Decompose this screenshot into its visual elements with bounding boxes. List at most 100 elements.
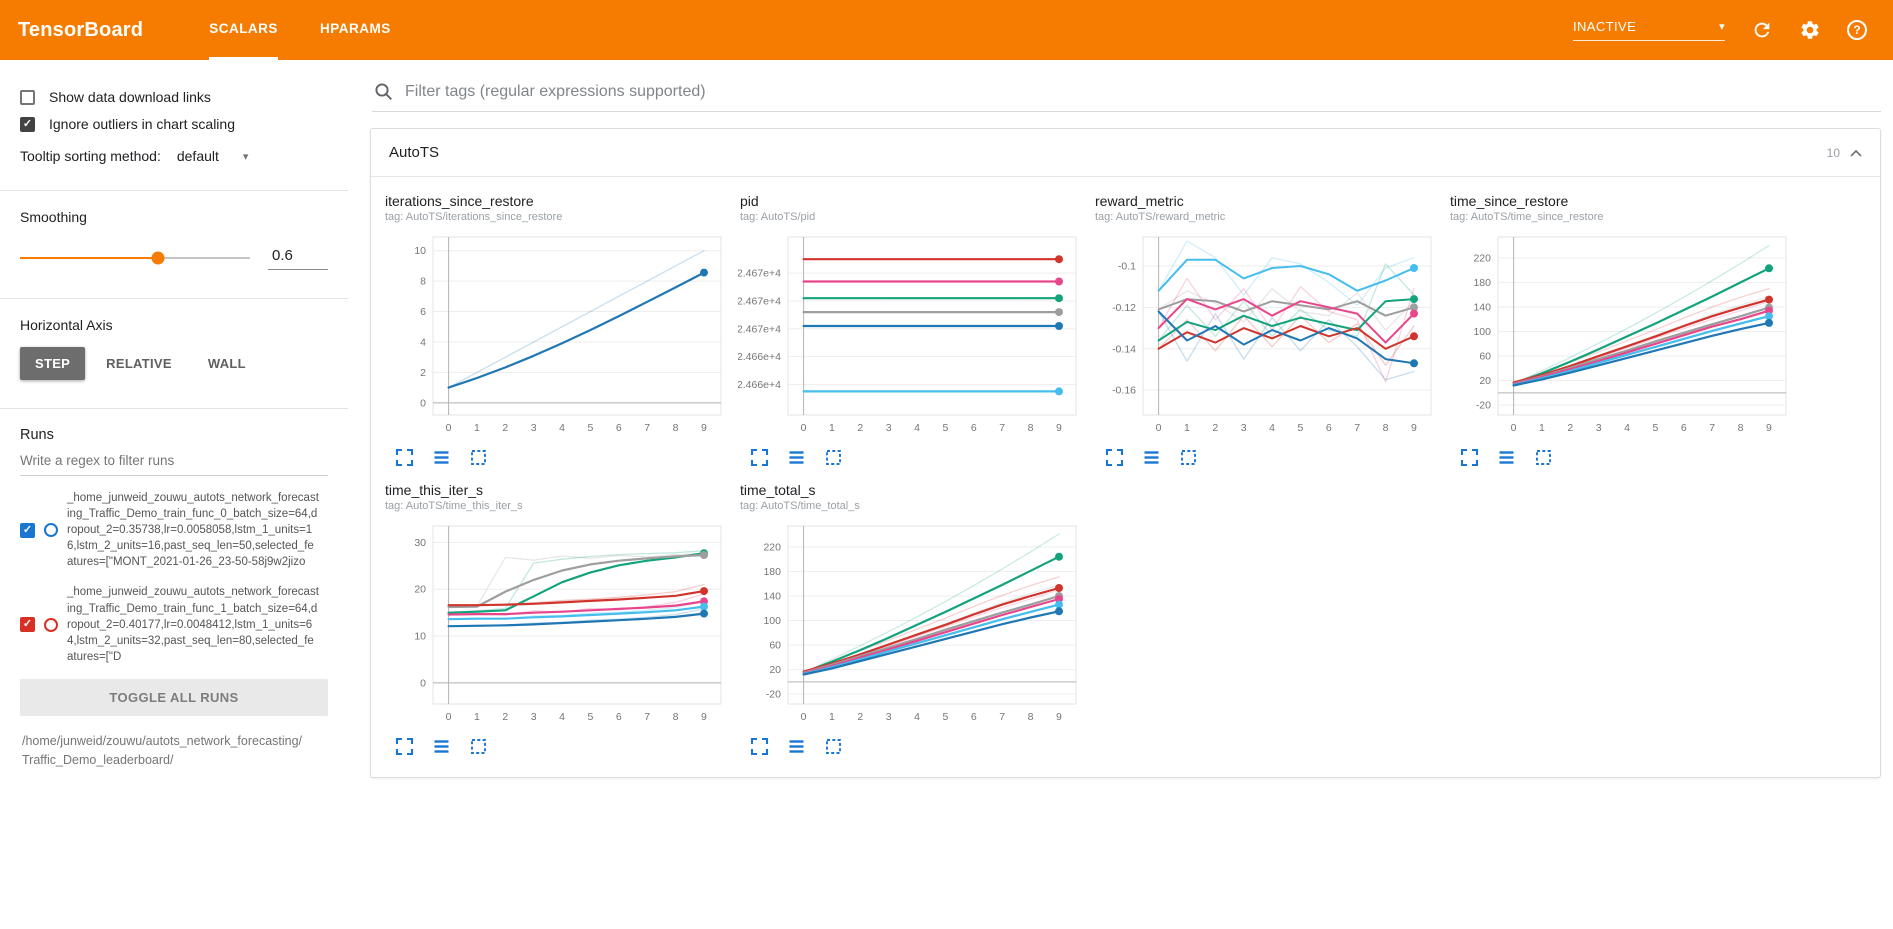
svg-text:5: 5 xyxy=(943,422,949,434)
runs-menu-icon[interactable] xyxy=(787,448,806,467)
svg-text:9: 9 xyxy=(701,711,707,723)
chevron-down-icon: ▾ xyxy=(1719,21,1725,33)
svg-text:4: 4 xyxy=(1624,422,1630,434)
ignore-outliers-checkbox[interactable]: ✓ xyxy=(20,116,35,132)
svg-text:140: 140 xyxy=(763,590,781,602)
chart-toolbar xyxy=(1460,448,1800,467)
svg-text:1: 1 xyxy=(1184,422,1190,434)
chart-plot[interactable]: 30 20 10 0 0 1 2 3 4 5 6 7 8 9 xyxy=(383,518,733,730)
svg-text:7: 7 xyxy=(999,711,1005,723)
run-name: _home_junweid_zouwu_autots_network_forec… xyxy=(67,586,319,663)
expand-chart-icon[interactable] xyxy=(750,737,769,756)
svg-text:0: 0 xyxy=(420,397,426,409)
run-radio[interactable] xyxy=(44,617,58,632)
chart-title: pid xyxy=(740,193,759,209)
svg-text:180: 180 xyxy=(763,566,781,578)
svg-text:6: 6 xyxy=(1326,422,1332,434)
svg-text:2.466e+4: 2.466e+4 xyxy=(738,351,781,363)
chart-toolbar xyxy=(1105,448,1445,467)
tooltip-sorting-select[interactable]: default ▾ xyxy=(177,148,249,164)
help-icon[interactable]: ? xyxy=(1847,20,1867,40)
axis-option-relative[interactable]: RELATIVE xyxy=(106,356,172,371)
smoothing-slider[interactable] xyxy=(20,251,250,264)
axis-option-wall[interactable]: WALL xyxy=(207,356,246,371)
runs-menu-icon[interactable] xyxy=(787,737,806,756)
expand-chart-icon[interactable] xyxy=(395,448,414,467)
svg-text:2: 2 xyxy=(1212,422,1218,434)
smoothing-value[interactable]: 0.6 xyxy=(268,245,328,270)
runs-menu-icon[interactable] xyxy=(1142,448,1161,467)
runs-filter-input[interactable] xyxy=(20,445,328,476)
svg-text:4: 4 xyxy=(420,336,426,348)
gear-icon[interactable] xyxy=(1799,19,1821,41)
svg-text:2: 2 xyxy=(502,711,508,723)
svg-text:5: 5 xyxy=(1298,422,1304,434)
run-radio[interactable] xyxy=(44,523,58,538)
chart-plot[interactable]: 220 180 140 100 60 20 -20 0 1 2 3 4 5 6 7 8 9 xyxy=(738,518,1088,730)
chart-toolbar xyxy=(395,448,735,467)
runs-label: Runs xyxy=(20,427,54,443)
svg-text:4: 4 xyxy=(559,711,565,723)
svg-text:-20: -20 xyxy=(766,689,781,701)
svg-text:2: 2 xyxy=(502,422,508,434)
smoothing-slider-thumb[interactable] xyxy=(151,251,165,264)
chart-plot[interactable]: -0.1 -0.12 -0.14 -0.16 0 1 2 3 4 5 6 7 8 9 xyxy=(1093,229,1443,441)
runs-menu-icon[interactable] xyxy=(1497,448,1516,467)
expand-chart-icon[interactable] xyxy=(750,448,769,467)
expand-chart-icon[interactable] xyxy=(395,737,414,756)
axis-option-step[interactable]: STEP xyxy=(20,347,86,380)
run-checkbox[interactable]: ✓ xyxy=(20,522,35,538)
tooltip-sorting-label: Tooltip sorting method: xyxy=(20,148,161,164)
app-header: TensorBoard SCALARS HPARAMS INACTIVE ▾ ? xyxy=(0,0,1893,60)
chart-plot[interactable]: 220 180 140 100 60 20 -20 0 1 2 3 4 5 6 7 8 9 xyxy=(1448,229,1798,441)
runs-menu-icon[interactable] xyxy=(432,448,451,467)
svg-text:3: 3 xyxy=(1596,422,1602,434)
chart-plot[interactable]: 2.467e+4 2.467e+4 2.467e+4 2.466e+4 2.466e+4… xyxy=(738,229,1088,441)
show-download-checkbox[interactable]: ✓ xyxy=(20,89,35,105)
card-count: 10 xyxy=(1826,145,1840,160)
svg-text:1: 1 xyxy=(1539,422,1545,434)
svg-text:30: 30 xyxy=(414,537,426,549)
expand-chart-icon[interactable] xyxy=(1105,448,1124,467)
tab-scalars[interactable]: SCALARS xyxy=(209,0,278,60)
chart-grid: iterations_since_restore tag: AutoTS/ite… xyxy=(371,177,1880,777)
svg-text:7: 7 xyxy=(1709,422,1715,434)
fit-domain-icon[interactable] xyxy=(824,737,843,756)
run-item: ✓ _home_junweid_zouwu_autots_network_for… xyxy=(20,490,328,570)
tab-hparams[interactable]: HPARAMS xyxy=(319,21,391,36)
chart-card: time_since_restore tag: AutoTS/time_sinc… xyxy=(1448,185,1800,470)
run-checkbox[interactable]: ✓ xyxy=(20,617,35,633)
svg-text:2: 2 xyxy=(1567,422,1573,434)
chart-plot[interactable]: 0 2 4 6 8 10 0 1 2 3 4 5 6 7 8 9 xyxy=(383,229,733,441)
fit-domain-icon[interactable] xyxy=(1534,448,1553,467)
runs-menu-icon[interactable] xyxy=(432,737,451,756)
chart-card: time_this_iter_s tag: AutoTS/time_this_i… xyxy=(383,474,735,759)
sidebar: ✓ Show data download links ✓ Ignore outl… xyxy=(0,60,348,929)
svg-text:8: 8 xyxy=(1383,422,1389,434)
chevron-up-icon[interactable] xyxy=(1850,149,1862,157)
fit-domain-icon[interactable] xyxy=(469,737,488,756)
svg-text:8: 8 xyxy=(420,276,426,288)
fit-domain-icon[interactable] xyxy=(824,448,843,467)
ignore-outliers-label: Ignore outliers in chart scaling xyxy=(49,116,235,132)
runs-base-path: /home/junweid/zouwu/autots_network_forec… xyxy=(22,733,303,768)
chart-card: pid tag: AutoTS/pid 2.467e+4 2.467e+4 2.46… xyxy=(738,185,1090,470)
fit-domain-icon[interactable] xyxy=(469,448,488,467)
autots-card-header[interactable]: AutoTS 10 xyxy=(371,129,1880,177)
data-status-select[interactable]: INACTIVE ▾ xyxy=(1573,19,1725,41)
svg-text:7: 7 xyxy=(644,711,650,723)
chart-title: time_this_iter_s xyxy=(385,482,484,498)
divider xyxy=(0,298,348,299)
expand-chart-icon[interactable] xyxy=(1460,448,1479,467)
svg-text:0: 0 xyxy=(801,422,807,434)
filter-tags-input[interactable] xyxy=(405,82,1879,101)
svg-text:4: 4 xyxy=(914,422,920,434)
refresh-icon[interactable] xyxy=(1751,19,1773,41)
show-download-label: Show data download links xyxy=(49,89,211,105)
fit-domain-icon[interactable] xyxy=(1179,448,1198,467)
toggle-all-runs-button[interactable]: TOGGLE ALL RUNS xyxy=(20,678,328,716)
svg-text:20: 20 xyxy=(769,664,781,676)
svg-text:1: 1 xyxy=(829,422,835,434)
filter-tags-bar xyxy=(372,74,1881,112)
svg-text:220: 220 xyxy=(1473,252,1491,264)
